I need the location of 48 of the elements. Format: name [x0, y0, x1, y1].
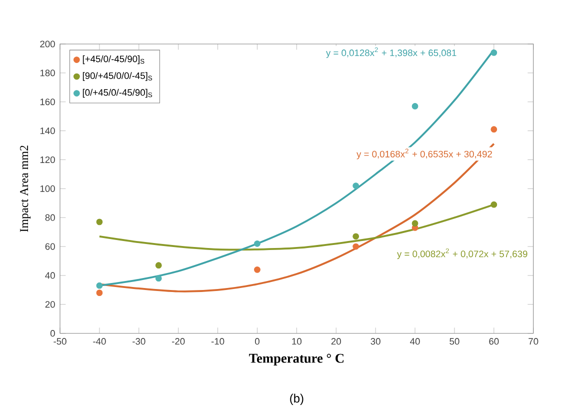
- x-tick-label: -30: [132, 338, 146, 344]
- point: [412, 102, 418, 110]
- legend-label: [90/+45/0/0/-45]$_{S}$: [82, 72, 152, 81]
- point: [96, 289, 103, 296]
- point: [490, 49, 498, 56]
- x-tick-label: 0: [254, 338, 260, 344]
- point: [412, 220, 418, 226]
- y-axis-title: Impact Area mm2: [20, 146, 31, 232]
- y-tick-label: 20: [45, 300, 55, 308]
- x-tick-label: -20: [172, 338, 185, 344]
- point: [254, 266, 260, 273]
- y-tick-label: 160: [40, 98, 55, 106]
- y-tick-label: 80: [45, 214, 55, 221]
- point: [155, 274, 162, 282]
- y-tick-label: 0: [50, 330, 55, 336]
- point: [490, 126, 498, 132]
- point: [352, 182, 360, 189]
- y-tick-label: 140: [40, 127, 55, 134]
- y-tick-label: 120: [40, 156, 55, 163]
- y-tick-label: 40: [45, 272, 55, 279]
- x-tick-label: 70: [528, 338, 538, 344]
- y-tick-label: 100: [40, 185, 55, 192]
- point: [96, 218, 103, 225]
- point: [155, 262, 162, 268]
- annotation: y = 0,0128x$^{2}$ + 1,398x + 65,081: [326, 47, 456, 58]
- x-tick-label: 40: [410, 338, 420, 344]
- x-tick-label: 50: [450, 338, 460, 344]
- annotation: y = 0,0082x$^{2}$ + 0,072x + 57,639: [397, 248, 528, 259]
- x-tick-label: 10: [292, 338, 302, 344]
- x-tick-label: -50: [54, 338, 66, 344]
- y-tick-label: 60: [45, 243, 55, 250]
- point: [254, 240, 260, 247]
- x-tick-label: -40: [93, 338, 106, 344]
- x-axis-title: Temperature ° C: [249, 354, 344, 366]
- point: [96, 282, 103, 289]
- y-tick-label: 200: [40, 40, 55, 48]
- point: [352, 243, 360, 250]
- annotation: y = 0,0168x$^{2}$ + 0,6535x + 30,492: [356, 148, 492, 160]
- point: [490, 201, 498, 208]
- legend-label: [+45/0/-45/90]$_{S}$: [82, 55, 144, 64]
- y-tick-label: 180: [40, 69, 55, 76]
- x-tick-label: 30: [370, 338, 380, 344]
- legend-label: [0/+45/0/-45/90]$_{S}$: [82, 88, 152, 98]
- x-tick-label: 20: [331, 338, 341, 344]
- x-tick-label: -10: [211, 338, 224, 344]
- point: [352, 233, 360, 240]
- x-tick-label: 60: [489, 338, 499, 344]
- text: (b): [290, 394, 304, 405]
